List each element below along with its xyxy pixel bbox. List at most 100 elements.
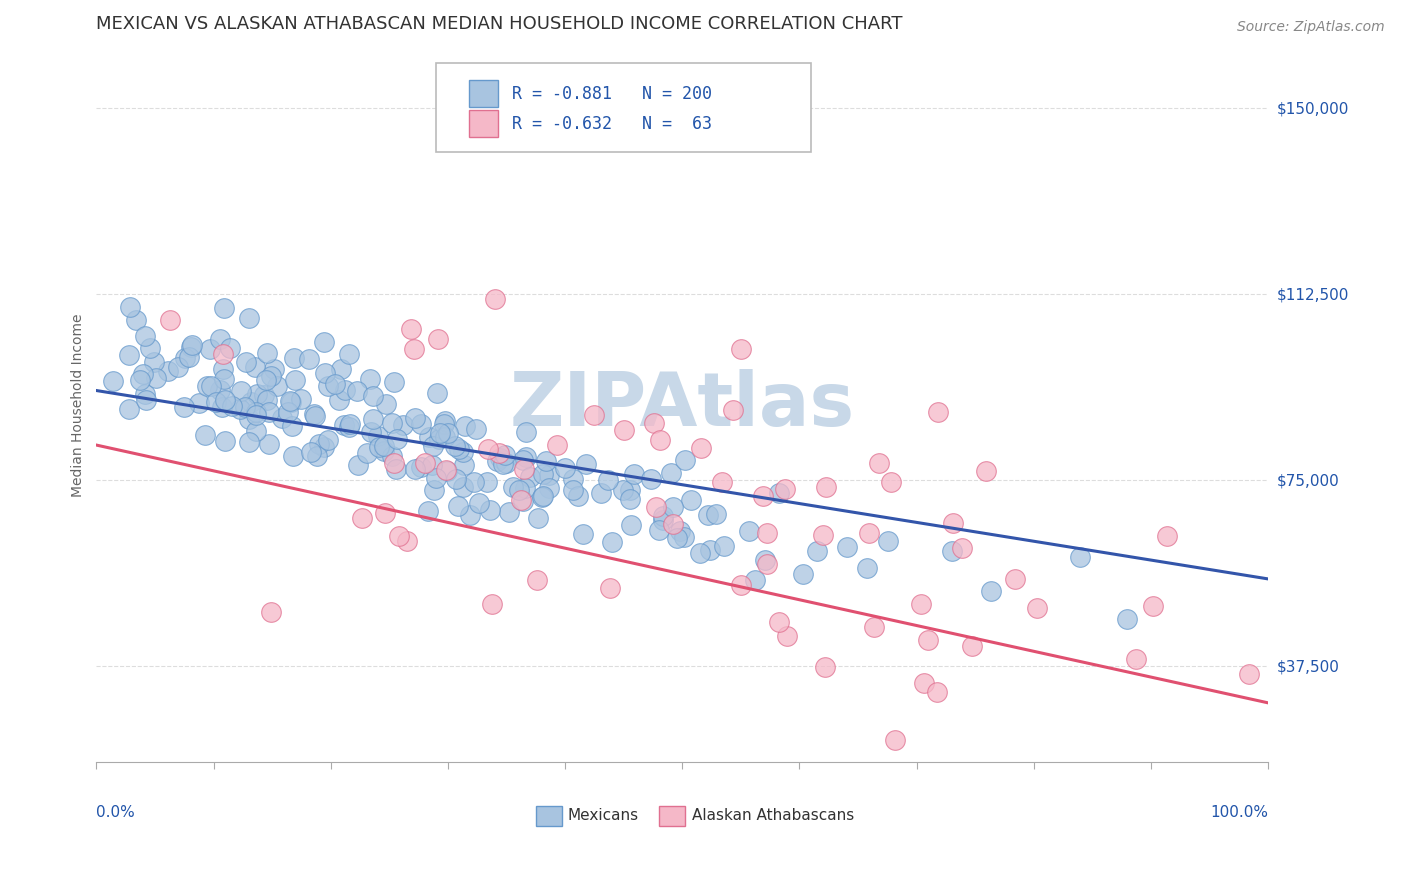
Point — [509, 493, 531, 508]
Point — [477, 442, 499, 456]
Point — [659, 466, 682, 480]
Point — [333, 383, 356, 397]
Point — [246, 387, 269, 401]
Point — [858, 525, 880, 540]
Point — [228, 401, 250, 416]
Point — [180, 340, 202, 354]
Point — [256, 392, 278, 407]
Point — [484, 292, 506, 306]
Point — [134, 328, 156, 343]
Point — [721, 403, 744, 417]
Point — [420, 458, 443, 473]
Point — [648, 434, 671, 448]
Point — [385, 432, 408, 446]
Point — [589, 486, 612, 500]
Point — [437, 425, 460, 440]
Point — [214, 392, 236, 407]
Point — [835, 540, 858, 554]
Point — [253, 388, 276, 402]
Point — [495, 456, 517, 470]
Point — [619, 483, 641, 497]
Point — [132, 367, 155, 381]
Point — [814, 660, 837, 674]
Point — [257, 405, 280, 419]
Point — [432, 417, 454, 432]
Point — [620, 517, 643, 532]
Point — [208, 332, 231, 346]
Point — [640, 473, 662, 487]
Point — [128, 373, 150, 387]
Point — [245, 424, 267, 438]
Point — [515, 425, 537, 439]
Point — [117, 401, 139, 416]
Point — [302, 407, 325, 421]
Point — [941, 544, 963, 558]
Point — [360, 425, 382, 439]
Point — [375, 397, 398, 411]
Point — [950, 541, 973, 555]
Point — [696, 508, 718, 523]
Point — [266, 379, 288, 393]
Point — [368, 440, 391, 454]
Point — [425, 470, 447, 484]
Point — [367, 429, 389, 443]
Point — [347, 458, 370, 472]
Point — [211, 401, 233, 415]
Point — [488, 446, 510, 460]
Text: Mexicans: Mexicans — [568, 808, 638, 823]
Point — [1069, 549, 1091, 564]
Point — [427, 432, 450, 446]
Point — [738, 524, 761, 539]
Point — [346, 384, 368, 398]
Y-axis label: Median Household Income: Median Household Income — [72, 314, 86, 497]
Point — [710, 475, 733, 490]
Point — [392, 417, 415, 432]
Point — [139, 341, 162, 355]
Point — [159, 313, 181, 327]
Point — [537, 468, 560, 483]
Point — [768, 615, 790, 629]
Point — [256, 346, 278, 360]
Point — [181, 338, 204, 352]
Point — [730, 578, 752, 592]
Point — [974, 464, 997, 478]
Point — [980, 584, 1002, 599]
Point — [316, 434, 339, 448]
Point — [418, 430, 440, 444]
Point — [567, 489, 589, 503]
Point — [373, 439, 395, 453]
Point — [312, 335, 335, 350]
Point — [328, 392, 350, 407]
Point — [877, 534, 900, 549]
Point — [404, 462, 426, 476]
Point — [869, 457, 891, 471]
Point — [381, 449, 404, 463]
Point — [308, 437, 330, 451]
Point — [381, 416, 404, 430]
Point — [666, 532, 689, 546]
Point — [613, 423, 636, 437]
Point — [359, 372, 381, 386]
Point — [537, 482, 560, 496]
Point — [856, 560, 879, 574]
Point — [1116, 612, 1139, 626]
Point — [205, 395, 228, 409]
Point — [481, 598, 503, 612]
Point — [475, 475, 498, 489]
Point — [434, 463, 457, 477]
Point — [212, 362, 235, 376]
Point — [134, 387, 156, 401]
Point — [534, 454, 557, 468]
Text: Source: ZipAtlas.com: Source: ZipAtlas.com — [1237, 20, 1385, 34]
Point — [427, 332, 450, 346]
Point — [299, 445, 322, 459]
Point — [212, 301, 235, 315]
Point — [468, 496, 491, 510]
Point — [263, 362, 285, 376]
Point — [298, 351, 321, 366]
Point — [690, 441, 713, 455]
Point — [235, 355, 257, 369]
Point — [436, 464, 458, 478]
Point — [409, 417, 432, 431]
Point — [526, 573, 548, 587]
